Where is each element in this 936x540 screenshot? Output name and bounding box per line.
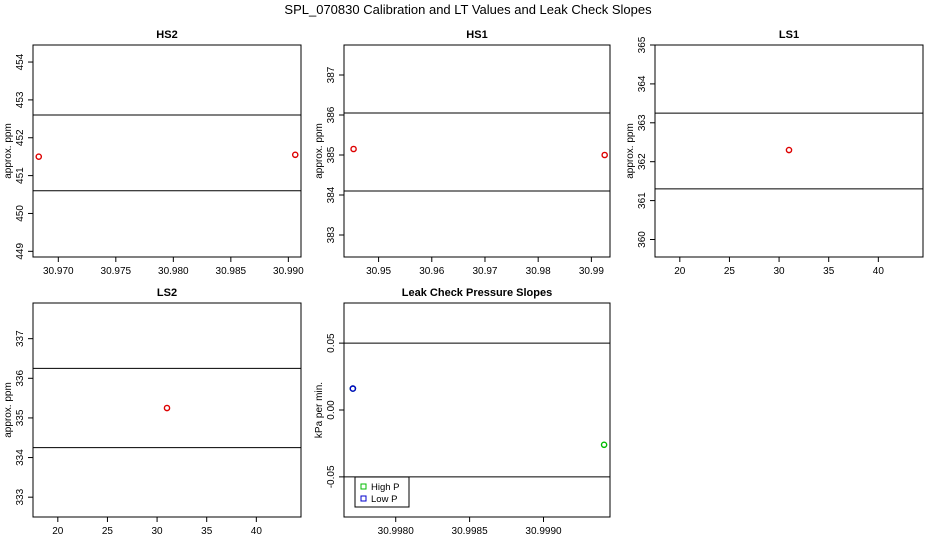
x-tick-label: 30.9985 [452, 526, 489, 537]
x-tick-label: 30.985 [216, 266, 247, 277]
chart-panel-4: Leak Check Pressure Slopes 30.9980 30.9985… [314, 287, 611, 537]
chart-panel-3: LS2 20 25 30 35 40 333 334 335 336 337 approx. ppm [3, 287, 302, 537]
x-tick-label: 40 [251, 526, 263, 537]
y-tick-label: 449 [15, 243, 26, 260]
chart-title: LS2 [157, 287, 177, 299]
legend-swatch [360, 495, 367, 502]
chart-panel-2: LS1 20 25 30 35 40 360 361 362 363 364 365 approx. p… [625, 29, 924, 277]
chart-title: HS1 [466, 29, 487, 41]
data-point [600, 441, 608, 449]
y-tick-label: 333 [15, 488, 26, 505]
x-tick-label: 35 [823, 266, 835, 277]
y-tick-label: 337 [15, 330, 26, 347]
figure-title: SPL_070830 Calibration and LT Values and… [284, 2, 652, 17]
legend-swatch [360, 483, 367, 490]
y-tick-label: 450 [15, 205, 26, 222]
x-tick-label: 30.97 [472, 266, 497, 277]
plot-frame [343, 44, 611, 258]
y-tick-label: 336 [15, 370, 26, 387]
data-point [163, 404, 171, 412]
data-point [601, 151, 608, 159]
plot-frame [654, 44, 924, 258]
y-tick-label: 365 [637, 36, 648, 53]
x-tick-label: 25 [724, 266, 736, 277]
y-axis-label: approx. ppm [3, 382, 14, 438]
y-tick-label: 384 [326, 186, 337, 203]
x-tick-label: 30.98 [526, 266, 551, 277]
y-axis-label: kPa per min. [314, 382, 325, 438]
plot-frame [32, 302, 302, 518]
y-tick-label: -0.05 [326, 465, 337, 488]
y-tick-label: 454 [15, 53, 26, 70]
y-tick-label: 387 [326, 66, 337, 83]
x-tick-label: 40 [873, 266, 885, 277]
plot-frame [32, 44, 302, 258]
chart-title: Leak Check Pressure Slopes [402, 287, 552, 299]
x-tick-label: 30.9980 [378, 526, 415, 537]
legend-label: Low P [371, 494, 397, 505]
x-tick-label: 20 [674, 266, 686, 277]
x-tick-label: 25 [102, 526, 114, 537]
y-tick-label: 335 [15, 409, 26, 426]
data-point [291, 151, 299, 159]
x-tick-label: 30 [152, 526, 164, 537]
chart-title: LS1 [779, 29, 799, 41]
legend-label: High P [371, 482, 400, 493]
y-tick-label: 451 [15, 167, 26, 184]
y-tick-label: 361 [637, 192, 648, 209]
legend-box [354, 476, 410, 508]
chart-panel-0: HS2 30.970 30.975 30.980 30.985 30.990 449 450 4… [3, 29, 304, 277]
x-tick-label: 30 [774, 266, 786, 277]
y-axis-label: approx. ppm [625, 123, 636, 179]
y-tick-label: 386 [326, 106, 337, 123]
x-tick-label: 35 [201, 526, 213, 537]
y-tick-label: 360 [637, 231, 648, 248]
y-tick-label: 362 [637, 153, 648, 170]
y-tick-label: 364 [637, 75, 648, 92]
y-tick-label: 363 [637, 114, 648, 131]
y-tick-label: 453 [15, 91, 26, 108]
x-tick-label: 20 [52, 526, 64, 537]
chart-title: HS2 [156, 29, 177, 41]
y-tick-label: 452 [15, 129, 26, 146]
x-tick-label: 30.980 [158, 266, 189, 277]
data-point [785, 146, 793, 154]
data-point [35, 153, 43, 160]
y-tick-label: 383 [326, 226, 337, 243]
y-tick-label: 0.00 [326, 400, 337, 420]
y-tick-label: 334 [15, 449, 26, 466]
y-axis-label: approx. ppm [3, 123, 14, 179]
x-tick-label: 30.95 [366, 266, 391, 277]
x-tick-label: 30.990 [273, 266, 304, 277]
x-tick-label: 30.9990 [525, 526, 562, 537]
data-point [350, 145, 357, 153]
x-tick-label: 30.96 [419, 266, 444, 277]
x-tick-label: 30.970 [43, 266, 74, 277]
data-point [349, 385, 357, 392]
y-tick-label: 0.05 [326, 333, 337, 353]
y-tick-label: 385 [326, 146, 337, 163]
x-tick-label: 30.975 [101, 266, 132, 277]
chart-panel-1: HS1 30.95 30.96 30.97 30.98 30.99 383 384 385 386… [314, 29, 611, 277]
x-tick-label: 30.99 [579, 266, 604, 277]
y-axis-label: approx. ppm [314, 123, 325, 179]
